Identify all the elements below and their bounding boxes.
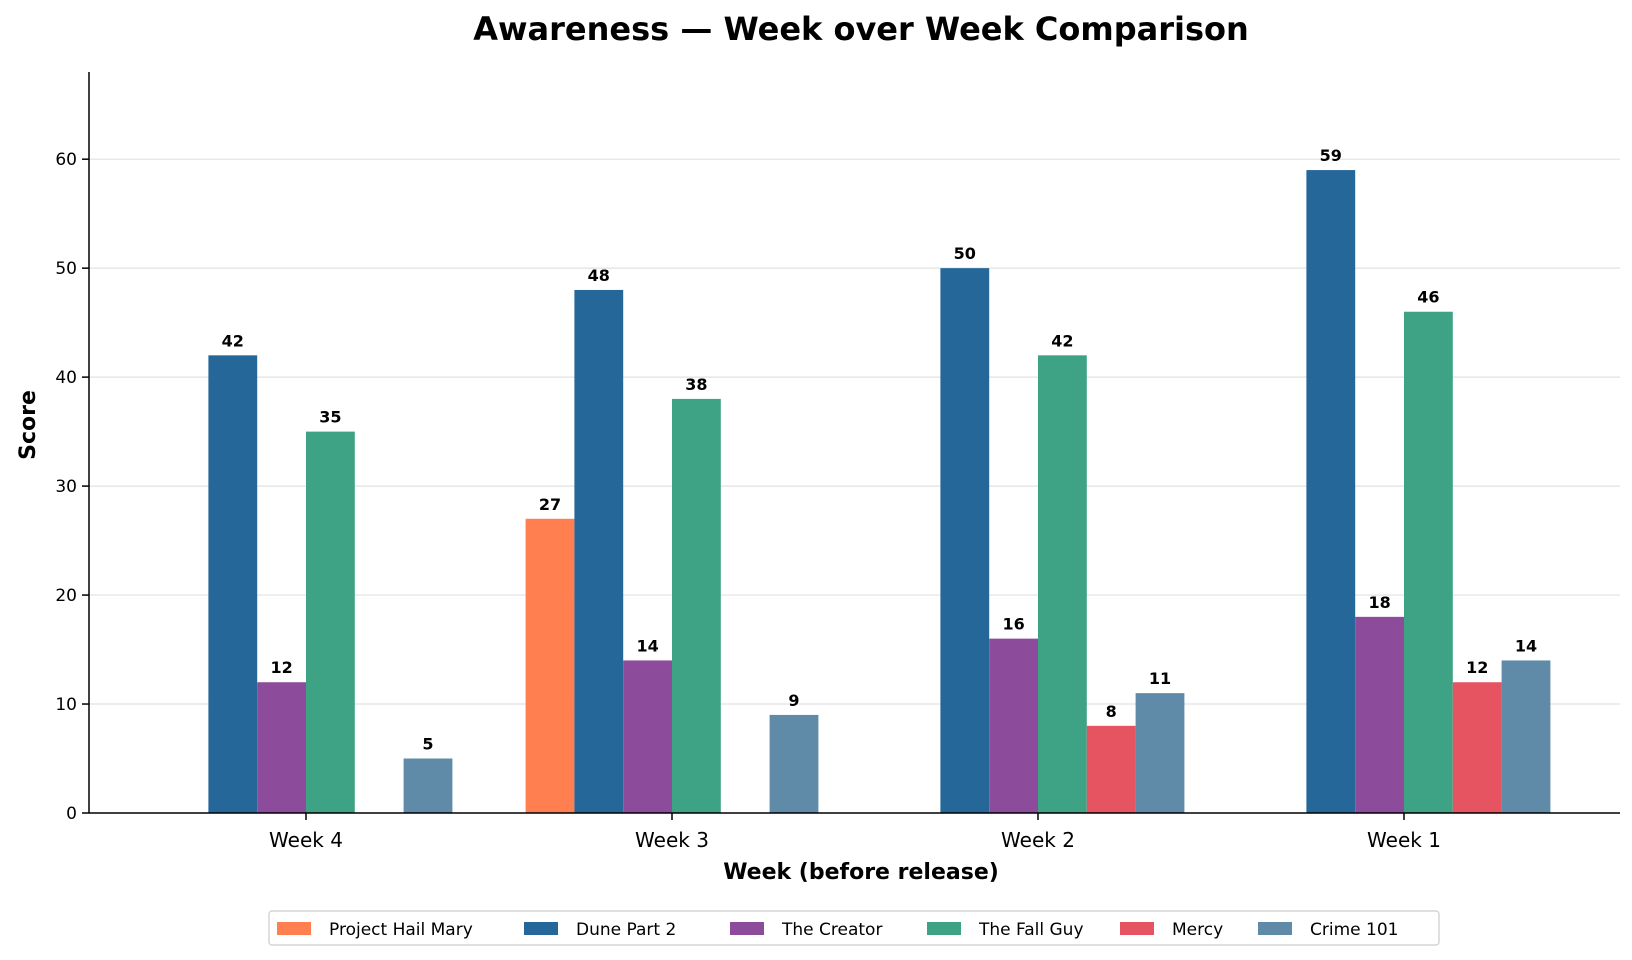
legend-label: Dune Part 2 xyxy=(576,920,676,940)
bar xyxy=(623,660,672,813)
x-tick-label: Week 2 xyxy=(1001,828,1075,852)
bar xyxy=(525,518,575,813)
bar xyxy=(1452,682,1502,813)
legend-swatch xyxy=(1258,922,1292,935)
bar xyxy=(403,758,453,813)
y-tick-label: 10 xyxy=(55,695,77,715)
legend-label: Project Hail Mary xyxy=(329,920,473,940)
data-label: 12 xyxy=(270,658,292,677)
bar xyxy=(940,268,990,813)
data-label: 5 xyxy=(422,735,433,754)
data-label: 46 xyxy=(1417,288,1439,307)
y-axis-label: Score xyxy=(16,390,41,460)
data-label: 27 xyxy=(539,495,561,514)
y-tick-label: 30 xyxy=(55,477,77,497)
data-label: 11 xyxy=(1149,669,1171,688)
data-label: 42 xyxy=(222,331,244,350)
data-label: 14 xyxy=(1515,636,1537,655)
legend-label: Crime 101 xyxy=(1310,920,1398,940)
bar xyxy=(1404,311,1453,813)
y-tick-label: 60 xyxy=(55,150,77,170)
bar xyxy=(1135,693,1185,813)
data-label: 48 xyxy=(588,266,610,285)
x-tick-label: Week 4 xyxy=(269,828,343,852)
bar xyxy=(257,682,306,813)
chart-title: Awareness — Week over Week Comparison xyxy=(473,10,1249,48)
data-label: 59 xyxy=(1320,146,1342,165)
bar xyxy=(989,638,1038,813)
bar xyxy=(306,431,355,813)
bar xyxy=(574,289,624,813)
bar xyxy=(1086,725,1136,813)
legend-swatch xyxy=(730,922,764,935)
x-tick-label: Week 1 xyxy=(1367,828,1441,852)
legend-frame xyxy=(268,910,1440,946)
data-label: 18 xyxy=(1368,593,1390,612)
data-label: 8 xyxy=(1106,702,1117,721)
data-label: 9 xyxy=(788,691,799,710)
data-label: 16 xyxy=(1002,615,1024,634)
bar xyxy=(1306,170,1356,813)
bar xyxy=(208,355,258,813)
data-label: 50 xyxy=(954,244,976,263)
data-label: 14 xyxy=(636,636,658,655)
y-tick-label: 20 xyxy=(55,586,77,606)
legend-label: The Creator xyxy=(781,920,882,940)
legend-swatch xyxy=(1120,922,1154,935)
bar xyxy=(769,714,819,813)
legend: Project Hail Mary Dune Part 2 The Creator T… xyxy=(268,910,1440,946)
bar xyxy=(1501,660,1551,813)
data-label: 42 xyxy=(1051,331,1073,350)
legend-swatch xyxy=(524,922,558,935)
data-label: 12 xyxy=(1466,658,1488,677)
legend-label: Mercy xyxy=(1172,920,1223,940)
bar xyxy=(672,398,721,813)
x-axis-label: Week (before release) xyxy=(723,860,999,885)
y-tick-label: 0 xyxy=(66,804,77,824)
data-label: 35 xyxy=(319,408,341,427)
x-tick-label: Week 3 xyxy=(635,828,709,852)
data-label: 38 xyxy=(685,375,707,394)
legend-swatch xyxy=(927,922,961,935)
bar xyxy=(1038,355,1087,813)
legend-label: The Fall Guy xyxy=(978,920,1084,940)
y-tick-label: 50 xyxy=(55,259,77,279)
bar xyxy=(1355,616,1404,813)
y-tick-label: 40 xyxy=(55,368,77,388)
legend-swatch xyxy=(277,922,311,935)
